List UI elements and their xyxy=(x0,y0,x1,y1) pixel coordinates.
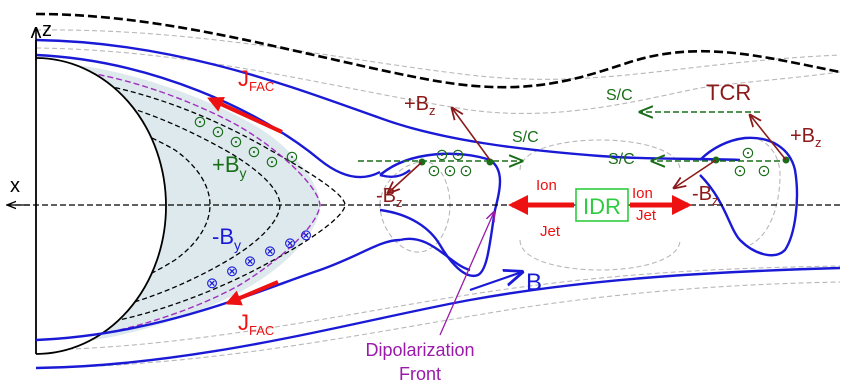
z-axis-label: z xyxy=(42,19,52,41)
sc-label-top: S/C xyxy=(606,87,633,104)
out-of-page-symbol: ⊙ xyxy=(741,145,754,162)
out-of-page-symbol: ⊙ xyxy=(443,163,456,180)
magnetopause-top xyxy=(35,12,841,89)
plus-bz-right-arrow xyxy=(750,115,787,161)
into-page-symbol: ⊗ xyxy=(244,253,257,270)
into-page-symbol: ⊗ xyxy=(206,275,219,292)
dipolarization-label-line2: Front xyxy=(399,364,441,384)
idr-label: IDR xyxy=(583,194,621,219)
out-of-page-symbol: ⊙ xyxy=(211,124,224,141)
plus-bz-left-arrow xyxy=(452,108,491,161)
jet-left-label: Jet xyxy=(540,223,561,240)
jfac-bottom-label: JFAC xyxy=(238,310,274,338)
b-field-arrow xyxy=(469,272,522,292)
out-of-page-symbol: ⊙ xyxy=(229,134,242,151)
guide-field-lines xyxy=(35,29,841,369)
into-page-symbol: ⊗ xyxy=(264,243,277,260)
into-page-symbol: ⊗ xyxy=(226,263,239,280)
out-of-page-symbol: ⊙ xyxy=(757,163,770,180)
minus-bz-left-arrow xyxy=(388,161,423,193)
sc-label-right: S/C xyxy=(608,151,635,168)
x-axis-label: x xyxy=(10,175,20,197)
jet-right-label: Jet xyxy=(636,207,657,224)
jfac-bottom-arrow xyxy=(225,280,279,306)
blue-field-line-middle xyxy=(379,169,411,179)
out-of-page-symbol: ⊙ xyxy=(265,154,278,171)
out-of-page-symbol: ⊙ xyxy=(193,114,206,131)
out-of-page-symbol: ⊙ xyxy=(285,149,298,166)
jfac-top-label: JFAC xyxy=(238,66,274,94)
earth xyxy=(35,57,167,355)
plus-bz-right-label: +Bz xyxy=(790,125,822,150)
minus-bz-left-label: -Bz xyxy=(376,185,403,210)
minus-by-label: -By xyxy=(212,224,241,253)
b-field-label: B xyxy=(526,269,542,296)
dipolarization-pointer xyxy=(439,212,494,336)
out-of-page-symbols: ⊙ ⊙ ⊙ ⊙ ⊙ ⊙ ⊙ ⊙ ⊙ ⊙ ⊙ ⊙ ⊙ ⊙ xyxy=(193,114,770,180)
out-of-page-symbol: ⊙ xyxy=(427,163,440,180)
left-plasmoid-loop xyxy=(379,152,502,278)
plus-bz-left-label: +Bz xyxy=(404,93,436,118)
minus-bz-right-label: -Bz xyxy=(692,183,719,208)
out-of-page-symbol: ⊙ xyxy=(435,147,448,164)
into-page-symbol: ⊗ xyxy=(284,235,297,252)
minus-bz-right-arrow xyxy=(674,159,717,188)
hall-boundary xyxy=(35,67,321,341)
dipolarization-label-line1: Dipolarization xyxy=(365,340,474,360)
out-of-page-symbol: ⊙ xyxy=(451,147,464,164)
idr-box xyxy=(575,188,629,222)
into-page-symbols: ⊗ ⊗ ⊗ ⊗ ⊗ ⊗ xyxy=(206,227,313,292)
out-of-page-symbol: ⊙ xyxy=(733,163,746,180)
out-of-page-symbol: ⊙ xyxy=(459,163,472,180)
out-of-page-symbol: ⊙ xyxy=(247,144,260,161)
tcr-label: TCR xyxy=(706,80,751,105)
ion-left-label: Ion xyxy=(536,177,557,194)
jfac-top-arrow xyxy=(207,97,283,134)
plus-by-label: +By xyxy=(212,152,247,181)
into-page-symbol: ⊗ xyxy=(300,227,313,244)
sc-label-mid: S/C xyxy=(512,129,539,146)
right-flux-rope-loop xyxy=(699,136,799,257)
bz-arrows xyxy=(388,108,787,193)
ion-right-label: Ion xyxy=(632,185,653,202)
